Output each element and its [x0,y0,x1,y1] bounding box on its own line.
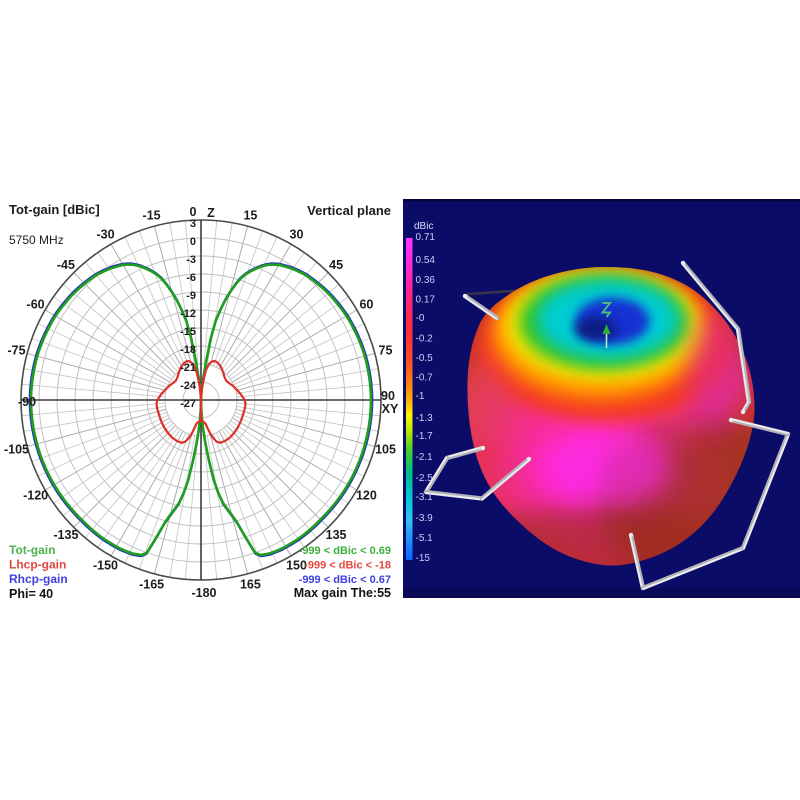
svg-text:dBic: dBic [414,221,433,232]
svg-text:-75: -75 [7,344,25,358]
svg-text:-5.1: -5.1 [416,533,434,544]
svg-text:-90: -90 [18,395,36,409]
svg-text:Z: Z [207,206,215,220]
svg-text:120: 120 [356,489,377,503]
svg-text:-150: -150 [93,558,118,572]
svg-text:-30: -30 [96,228,114,242]
svg-text:-0: -0 [416,313,425,324]
svg-text:-3.1: -3.1 [416,492,434,503]
svg-text:-120: -120 [23,489,48,503]
svg-text:-180: -180 [191,586,216,600]
svg-text:Lhcp-gain: Lhcp-gain [9,558,66,572]
svg-text:XY: XY [382,402,399,416]
svg-text:-0.2: -0.2 [416,334,434,345]
svg-text:-2.5: -2.5 [416,473,434,484]
svg-text:Tot-gain [dBic]: Tot-gain [dBic] [9,202,100,217]
svg-text:-6: -6 [186,272,196,284]
svg-text:60: 60 [359,298,373,312]
svg-text:-12: -12 [180,308,196,320]
svg-text:165: 165 [240,578,261,592]
svg-text:-3: -3 [186,254,196,266]
svg-text:-105: -105 [4,442,29,456]
svg-text:0: 0 [190,205,197,219]
svg-text:-2.1: -2.1 [416,452,434,463]
svg-text:-21: -21 [180,362,196,374]
svg-text:Tot-gain: Tot-gain [9,543,55,557]
svg-text:-15: -15 [416,553,431,564]
svg-text:45: 45 [329,258,343,272]
svg-text:-3.9: -3.9 [416,513,434,524]
svg-text:-27: -27 [180,398,196,410]
svg-text:-1.7: -1.7 [416,431,434,442]
svg-text:-9: -9 [186,290,196,302]
svg-text:0.54: 0.54 [416,255,436,266]
svg-text:Max gain The:55: Max gain The:55 [294,586,391,600]
svg-text:-60: -60 [27,298,45,312]
svg-text:-15: -15 [143,209,161,223]
svg-text:75: 75 [379,344,393,358]
svg-text:-999 < dBic < 0.69: -999 < dBic < 0.69 [299,545,391,557]
svg-text:3: 3 [190,218,196,230]
svg-text:-135: -135 [53,528,78,542]
svg-text:-0.7: -0.7 [416,373,434,384]
svg-text:135: 135 [326,528,347,542]
svg-text:30: 30 [290,228,304,242]
svg-text:150: 150 [286,558,307,572]
svg-text:90: 90 [381,389,395,403]
svg-text:0: 0 [190,236,196,248]
svg-text:-999 < dBic < 0.67: -999 < dBic < 0.67 [299,574,391,586]
svg-text:0.36: 0.36 [416,275,436,286]
svg-text:-45: -45 [57,258,75,272]
svg-text:Rhcp-gain: Rhcp-gain [9,572,68,586]
svg-text:-15: -15 [180,326,196,338]
svg-text:15: 15 [243,209,257,223]
svg-text:-18: -18 [180,344,196,356]
svg-text:-24: -24 [180,380,197,392]
svg-text:Phi= 40: Phi= 40 [9,587,53,601]
svg-text:5750 MHz: 5750 MHz [9,233,64,247]
svg-text:0.17: 0.17 [416,295,436,306]
svg-text:-999 < dBic < -18: -999 < dBic < -18 [304,560,391,572]
svg-text:-165: -165 [139,578,164,592]
svg-text:-0.5: -0.5 [416,353,434,364]
svg-text:105: 105 [375,442,396,456]
svg-text:Vertical plane: Vertical plane [307,203,391,218]
svg-text:0.71: 0.71 [416,232,436,243]
svg-text:-1.3: -1.3 [416,413,434,424]
svg-text:-1: -1 [416,391,425,402]
